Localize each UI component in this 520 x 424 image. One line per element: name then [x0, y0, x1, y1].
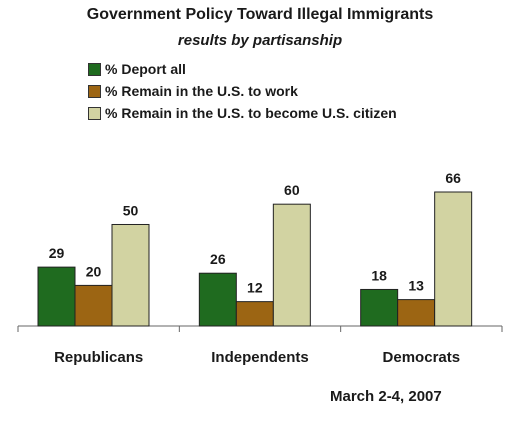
category-label-republicans: Republicans — [54, 349, 143, 366]
data-label-citizen-republicans: 50 — [123, 202, 139, 218]
survey-date: March 2-4, 2007 — [330, 388, 442, 405]
data-label-citizen-independents: 60 — [284, 182, 300, 198]
bar-citizen-democrats — [434, 191, 473, 327]
bar-deport-independents — [198, 272, 237, 327]
data-label-citizen-democrats: 66 — [445, 170, 461, 186]
bar-work-democrats — [397, 299, 436, 327]
chart-subtitle: results by partisanship — [177, 32, 343, 49]
bar-deport-democrats — [360, 288, 399, 327]
data-label-deport-republicans: 29 — [49, 245, 65, 261]
bar-citizen-independents — [272, 203, 311, 327]
category-label-democrats: Democrats — [383, 349, 461, 366]
data-label-deport-independents: 26 — [210, 251, 226, 267]
bar-deport-republicans — [37, 266, 76, 327]
data-label-deport-democrats: 18 — [371, 267, 387, 283]
legend-label-citizen: % Remain in the U.S. to become U.S. citi… — [105, 105, 397, 121]
legend-item-work: % Remain in the U.S. to work — [88, 80, 397, 102]
category-label-independents: Independents — [211, 349, 309, 366]
chart-legend: % Deport all % Remain in the U.S. to wor… — [88, 58, 397, 124]
bar-work-independents — [235, 301, 274, 327]
bar-work-republicans — [74, 284, 113, 327]
legend-item-deport: % Deport all — [88, 58, 397, 80]
legend-label-work: % Remain in the U.S. to work — [105, 83, 298, 99]
data-label-work-independents: 12 — [247, 280, 263, 296]
data-label-work-democrats: 13 — [408, 278, 424, 294]
legend-swatch-work — [88, 84, 101, 98]
bar-citizen-republicans — [111, 223, 150, 327]
chart-title: Government Policy Toward Illegal Immigra… — [86, 6, 434, 23]
legend-swatch-deport — [88, 62, 101, 76]
legend-item-citizen: % Remain in the U.S. to become U.S. citi… — [88, 102, 397, 124]
legend-swatch-citizen — [88, 106, 101, 120]
data-label-work-republicans: 20 — [86, 263, 102, 279]
legend-label-deport: % Deport all — [105, 61, 186, 77]
